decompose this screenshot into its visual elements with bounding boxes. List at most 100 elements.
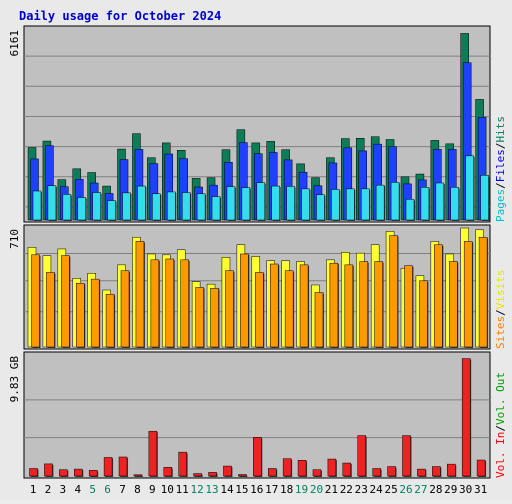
vol-in-bar [118, 456, 128, 477]
legend-separator: / [494, 182, 507, 189]
pages-bar [405, 199, 415, 221]
vol-in-bar [74, 468, 83, 477]
sites-bar [105, 293, 115, 348]
vol-in-bar [357, 435, 366, 477]
day-label: 4 [74, 483, 81, 496]
vol-in-bar [297, 460, 307, 477]
legend-bottom: Vol. In/Vol. Out [494, 372, 507, 478]
pages-bar [152, 193, 161, 221]
pages-bar [256, 182, 266, 221]
legend-hits: Hits [494, 116, 507, 143]
legend-files: Files [494, 149, 507, 182]
pages-bar [360, 188, 370, 221]
pages-bar [32, 190, 42, 221]
pages-bar [241, 187, 251, 221]
sites-bar [46, 272, 55, 348]
day-label: 3 [60, 483, 67, 496]
vol-in-bar [208, 472, 217, 477]
sites-bar [374, 261, 383, 348]
vol-in-bar [432, 466, 441, 477]
day-label: 15 [235, 483, 248, 496]
vol-in-bar [193, 473, 202, 477]
vol-in-bar [476, 459, 486, 477]
y-max-label-middle: 710 [8, 229, 21, 249]
sites-bar [269, 263, 279, 348]
day-label: 27 [414, 483, 427, 496]
sites-bar [299, 264, 309, 348]
vol-in-bar [103, 457, 113, 477]
panel-volume [23, 351, 491, 479]
pages-bar [301, 188, 310, 221]
legend-vol-out: Vol. Out [494, 372, 507, 425]
day-label: 9 [149, 483, 156, 496]
day-label: 25 [384, 483, 397, 496]
vol-in-bar [253, 437, 262, 477]
vol-in-bar [342, 462, 352, 477]
pages-bar [316, 194, 325, 221]
day-label: 23 [355, 483, 368, 496]
sites-bar [359, 261, 368, 348]
pages-bar [390, 182, 400, 221]
legend-sites: Sites [494, 316, 507, 349]
day-labels: 1 2 3 4 5 6 7 8 9 10 11 12 13 14 15 16 17 18 19 20 21 22 23 24 2… [30, 483, 488, 496]
sites-bar [76, 283, 85, 348]
day-label: 14 [220, 483, 234, 496]
day-label: 30 [459, 483, 472, 496]
y-max-label-bottom: 9.83 GB [8, 356, 21, 403]
day-label: 10 [161, 483, 174, 496]
vol-in-bar [59, 469, 68, 477]
sites-bar [61, 255, 70, 348]
day-label: 24 [370, 483, 384, 496]
pages-bar [47, 185, 57, 221]
pages-bar [181, 192, 191, 221]
pages-bar [137, 185, 146, 221]
day-label: 20 [310, 483, 323, 496]
legend-visits: Visits [494, 270, 507, 310]
pages-bar [122, 192, 131, 221]
day-label: 16 [250, 483, 263, 496]
sites-bar [195, 287, 204, 348]
sites-bar [120, 270, 130, 348]
chart-title: Daily usage for October 2024 [19, 9, 221, 23]
y-max-label-top: 6161 [8, 30, 21, 57]
sites-bar [478, 236, 488, 348]
pages-bar [167, 191, 176, 221]
day-label: 2 [45, 483, 52, 496]
pages-bar [375, 184, 385, 221]
vol-in-bar [282, 458, 292, 477]
vol-in-bar [133, 474, 143, 477]
legend-vol-in: Vol. In [494, 432, 507, 478]
vol-in-bar-shadow [134, 475, 143, 477]
sites-bar [255, 272, 264, 348]
vol-in-bar [447, 463, 456, 477]
day-label: 5 [89, 483, 96, 496]
sites-bar [419, 280, 428, 348]
vol-in-bar [148, 430, 158, 477]
day-label: 22 [340, 483, 353, 496]
pages-bar [271, 185, 280, 221]
sites-bar [284, 270, 294, 348]
pages-bar [465, 155, 474, 221]
sites-bar [225, 270, 234, 348]
sites-bar [404, 265, 413, 348]
pages-bar [420, 187, 430, 221]
legend-separator: / [494, 309, 507, 316]
sites-bar [389, 235, 398, 348]
sites-bar [150, 259, 160, 348]
pages-bar [92, 192, 101, 221]
vol-in-bar [267, 468, 277, 477]
pages-bar [107, 200, 116, 221]
day-label: 17 [265, 483, 278, 496]
sites-bar [434, 244, 443, 348]
vol-in-bar [223, 465, 232, 477]
legend-pages: Pages [494, 189, 507, 222]
day-label: 26 [399, 483, 412, 496]
pages-bar [226, 186, 236, 221]
day-label: 18 [280, 483, 293, 496]
day-label: 19 [295, 483, 308, 496]
sites-bar [344, 264, 354, 348]
vol-in-bar [372, 468, 381, 477]
sites-bar [240, 253, 249, 348]
vol-in-bar [163, 467, 173, 477]
